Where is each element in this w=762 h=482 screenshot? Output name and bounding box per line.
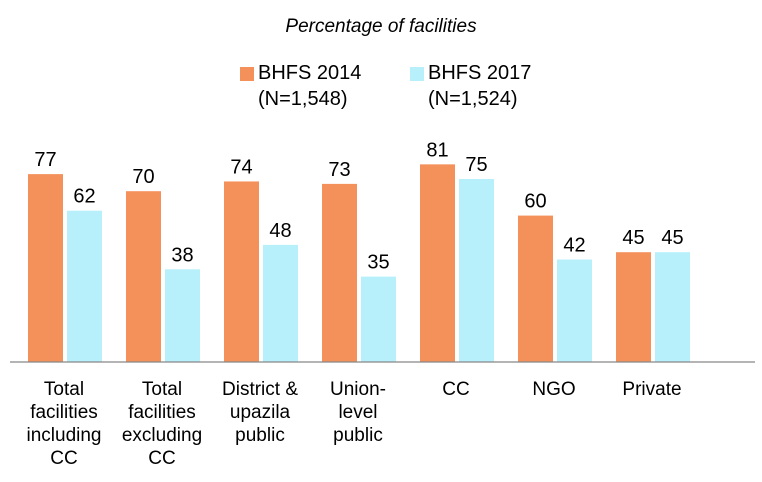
x-tick-label: Union-level public [330, 379, 386, 446]
legend-swatch [240, 67, 254, 81]
x-tick-label: District & upazila public [222, 379, 298, 446]
value-label: 75 [465, 154, 487, 176]
bar [655, 252, 690, 362]
value-label: 70 [132, 166, 154, 188]
legend-swatch [410, 67, 424, 81]
bar [67, 210, 102, 362]
bar [616, 252, 651, 362]
value-label: 73 [328, 159, 350, 181]
x-tick-label: NGO [532, 379, 576, 400]
bar [361, 276, 396, 362]
bar [518, 215, 553, 362]
legend-label: BHFS 2017 (N=1,524) [428, 62, 532, 110]
bar [459, 179, 494, 362]
value-label: 45 [622, 227, 644, 249]
value-label: 62 [73, 186, 95, 208]
value-label: 38 [171, 244, 193, 266]
value-label: 42 [563, 235, 585, 257]
bar [28, 174, 63, 362]
value-label: 74 [230, 156, 252, 178]
bar [322, 183, 357, 362]
value-label: 81 [426, 139, 448, 161]
bar [126, 191, 161, 362]
bar [557, 259, 592, 362]
value-label: 48 [269, 220, 291, 242]
x-tick-label: CC [442, 379, 470, 400]
bar [165, 269, 200, 362]
bar [263, 244, 298, 362]
x-tick-label: Total facilities including CC [26, 379, 102, 469]
bar [224, 181, 259, 362]
value-label: 45 [661, 227, 683, 249]
bar [420, 164, 455, 362]
legend-label: BHFS 2014 (N=1,548) [258, 62, 362, 110]
value-label: 60 [524, 191, 546, 213]
value-label: 77 [34, 149, 56, 171]
value-label: 35 [367, 252, 389, 274]
x-tick-label: Private [622, 379, 682, 400]
x-tick-label: Total facilities excluding CC [121, 379, 203, 469]
chart-title: Percentage of facilities [285, 16, 477, 37]
